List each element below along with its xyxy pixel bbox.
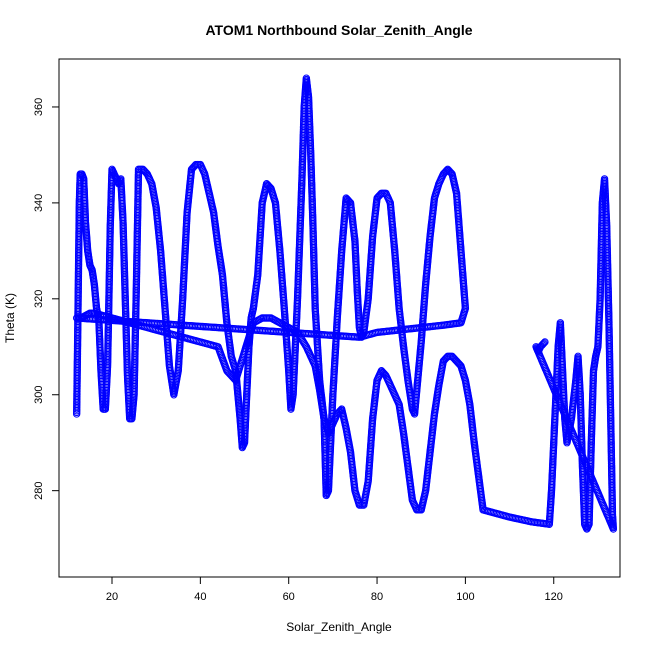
y-tick-label: 280 bbox=[33, 481, 45, 499]
y-axis-label: Theta (K) bbox=[3, 293, 17, 343]
x-tick-label: 20 bbox=[106, 591, 118, 603]
x-tick-label: 100 bbox=[456, 591, 474, 603]
y-tick-label: 360 bbox=[33, 98, 45, 116]
y-tick-label: 320 bbox=[33, 290, 45, 308]
x-tick-label: 40 bbox=[194, 591, 206, 603]
x-tick-label: 80 bbox=[371, 591, 383, 603]
x-tick-label: 60 bbox=[283, 591, 295, 603]
x-axis: 20 40 60 80 100 120 bbox=[106, 576, 563, 603]
y-tick-label: 300 bbox=[33, 386, 45, 404]
chart-title: ATOM1 Northbound Solar_Zenith_Angle bbox=[205, 22, 472, 38]
y-axis: 280 300 320 340 360 bbox=[33, 98, 60, 500]
x-tick-label: 120 bbox=[545, 591, 563, 603]
y-tick-label: 340 bbox=[33, 194, 45, 212]
series-group bbox=[72, 74, 618, 533]
x-axis-label: Solar_Zenith_Angle bbox=[286, 620, 392, 634]
